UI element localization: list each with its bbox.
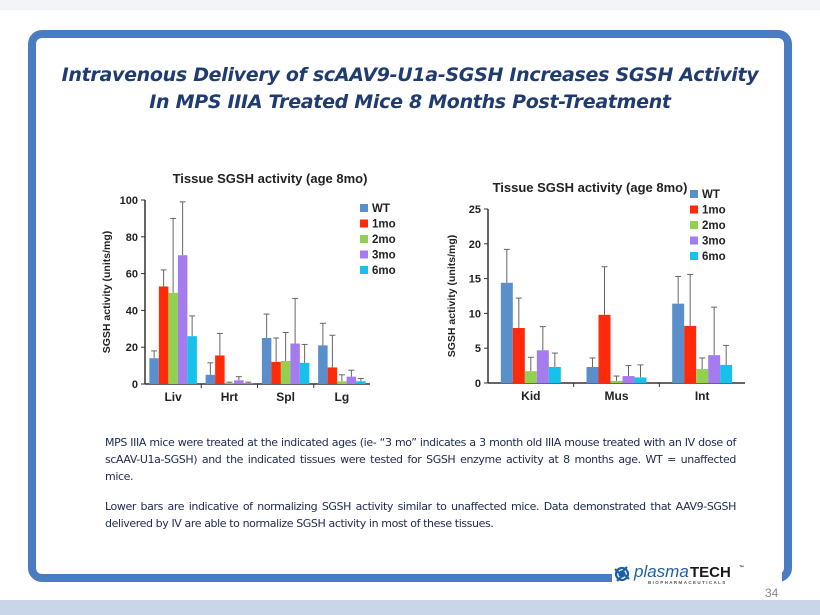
bar-1mo-Int [684, 325, 697, 383]
bar-1mo-Kid [512, 328, 525, 383]
bar-6mo-Mus [634, 377, 647, 383]
legend-label-3mo: 3mo [702, 236, 726, 248]
x-tick-label: Mus [605, 389, 629, 403]
legend-swatch-6mo [690, 252, 698, 260]
bar-WT-Lg [318, 345, 328, 384]
legend-swatch-WT [690, 190, 698, 198]
bar-6mo-Liv [187, 336, 197, 384]
y-tick-label: 20 [126, 342, 138, 354]
bar-1mo-Lg [327, 367, 338, 384]
chart-tissue-sgsh-2: Tissue SGSH activity (age 8mo) SGSH activ… [446, 180, 745, 403]
legend-label-1mo: 1mo [702, 205, 726, 217]
bar-2mo-Int [696, 369, 709, 383]
legend-label-2mo: 2mo [702, 220, 726, 232]
bar-3mo-Kid [536, 350, 549, 383]
y-tick-label: 0 [475, 378, 481, 390]
bar-3mo-Lg [346, 376, 357, 384]
legend-swatch-2mo [690, 221, 698, 229]
legend-swatch-2mo [360, 235, 368, 243]
bar-WT-Mus [586, 366, 599, 383]
bar-2mo-Spl [280, 361, 291, 384]
bar-6mo-Kid [548, 366, 561, 383]
legend-swatch-WT [360, 204, 368, 212]
slide-title-line2: In MPS IIIA Treated Mice 8 Months Post-T… [149, 91, 671, 113]
description-paragraph-1: MPS IIIA mice were treated at the indica… [105, 436, 736, 483]
top-band [0, 0, 820, 10]
x-tick-label: Lg [335, 390, 350, 404]
bar-1mo-Hrt [215, 355, 225, 384]
legend-swatch-6mo [360, 266, 368, 274]
y-tick-label: 0 [132, 379, 138, 391]
legend-label-2mo: 2mo [372, 234, 396, 246]
y-tick-label: 100 [120, 195, 138, 207]
svg-text:plasma: plasma [633, 562, 689, 581]
bar-3mo-Mus [622, 376, 635, 383]
x-tick-label: Spl [276, 390, 295, 404]
legend-swatch-3mo [690, 236, 698, 245]
bar-3mo-Liv [177, 255, 188, 384]
y-tick-label: 10 [469, 308, 481, 320]
logo-mark-icon [614, 566, 630, 582]
x-tick-label: Kid [521, 389, 540, 403]
bar-3mo-Hrt [234, 380, 244, 384]
legend-swatch-1mo [360, 219, 368, 228]
y-axis-label: SGSH activity (units/mg) [446, 235, 458, 358]
bar-6mo-Int [720, 364, 733, 383]
bar-1mo-Spl [271, 361, 281, 384]
legend-label-3mo: 3mo [372, 250, 396, 262]
bar-3mo-Spl [290, 343, 300, 384]
bar-WT-Spl [261, 338, 272, 384]
y-tick-label: 5 [475, 343, 481, 355]
x-tick-label: Hrt [221, 390, 238, 404]
bar-WT-Int [672, 303, 685, 383]
legend-label-WT: WT [372, 203, 390, 215]
svg-text:BIOPHARMACEUTICALS: BIOPHARMACEUTICALS [648, 580, 727, 585]
bar-WT-Liv [149, 358, 159, 384]
y-tick-label: 80 [126, 232, 138, 244]
y-tick-label: 15 [469, 274, 481, 286]
chart-tissue-sgsh-1: Tissue SGSH activity (age 8mo) SGSH activ… [101, 171, 396, 404]
y-tick-label: 60 [126, 269, 138, 281]
svg-text:™: ™ [739, 565, 744, 571]
legend-swatch-1mo [690, 205, 698, 214]
legend-label-6mo: 6mo [702, 251, 726, 263]
bar-2mo-Lg [337, 381, 347, 384]
bar-1mo-Liv [158, 286, 169, 384]
chart-title: Tissue SGSH activity (age 8mo) [173, 171, 368, 186]
bar-3mo-Int [708, 355, 721, 383]
y-tick-label: 20 [469, 239, 481, 251]
slide-title-line1: Intravenous Delivery of scAAV9-U1a-SGSH … [61, 64, 759, 86]
legend-label-1mo: 1mo [372, 219, 396, 231]
legend-label-6mo: 6mo [372, 265, 396, 277]
bar-6mo-Spl [299, 362, 310, 384]
bottom-band [0, 600, 820, 615]
bar-WT-Kid [500, 282, 513, 383]
x-tick-label: Int [695, 389, 710, 403]
legend-label-WT: WT [702, 189, 720, 201]
description-paragraph-2: Lower bars are indicative of normalizing… [105, 500, 736, 530]
svg-text:TECH: TECH [690, 564, 731, 581]
bar-6mo-Hrt [243, 383, 254, 384]
chart-title: Tissue SGSH activity (age 8mo) [493, 180, 688, 195]
bar-2mo-Kid [524, 371, 537, 383]
y-axis-label: SGSH activity (units/mg) [101, 231, 113, 354]
slide: Intravenous Delivery of scAAV9-U1a-SGSH … [0, 0, 820, 600]
bar-2mo-Mus [610, 380, 623, 383]
bar-WT-Hrt [205, 374, 216, 384]
page-number: 34 [765, 586, 779, 600]
bar-2mo-Hrt [224, 383, 235, 384]
slide-frame [28, 30, 792, 582]
legend-swatch-3mo [360, 250, 368, 259]
bar-6mo-Lg [356, 381, 366, 384]
plasmatech-logo: plasma TECH ™ BIOPHARMACEUTICALS [612, 562, 782, 586]
bar-2mo-Liv [168, 292, 178, 384]
y-tick-label: 25 [469, 204, 481, 216]
y-tick-label: 40 [126, 305, 138, 317]
bar-1mo-Mus [598, 314, 611, 383]
x-tick-label: Liv [164, 390, 182, 404]
